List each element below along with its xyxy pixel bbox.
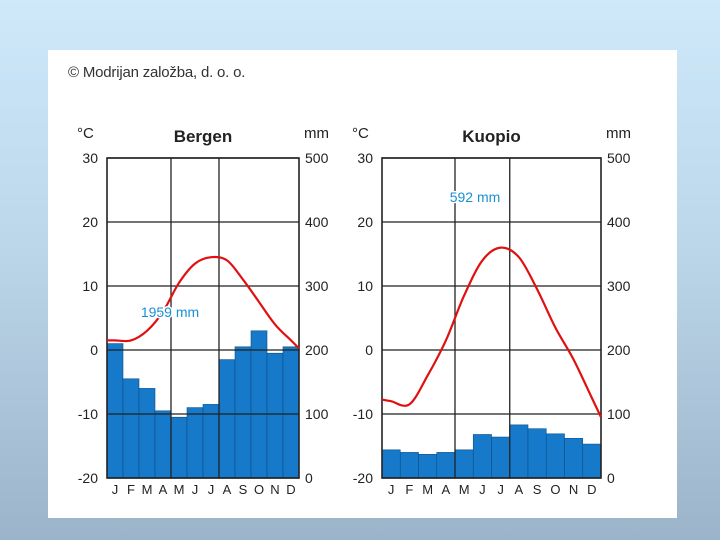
bergen-chart-title: Bergen <box>174 127 233 146</box>
kuopio-temp-tick-6: -20 <box>353 470 373 486</box>
bergen-temp-tick-4: 0 <box>90 342 98 358</box>
kuopio-month-label-11: N <box>569 482 578 497</box>
bergen-temp-tick-2: 20 <box>82 214 98 230</box>
climate-diagrams-panel: © Modrijan založba, d. o. o. 30 20 10 0 -10-… <box>48 50 677 518</box>
bergen-temp-tick-1: 30 <box>82 150 98 166</box>
kuopio-precip-tick-4: 200 <box>607 342 631 358</box>
bergen-precip-bar-5 <box>170 416 188 479</box>
bergen-precip-tick-1: 500 <box>305 150 329 166</box>
bergen-precip-bar-6 <box>186 407 204 479</box>
bergen-annual-total-label: 1959 mm <box>141 304 199 320</box>
kuopio-month-label-4: A <box>442 482 451 497</box>
bergen-precip-tick-5: 100 <box>305 406 329 422</box>
kuopio-month-label-5: M <box>459 482 470 497</box>
bergen-month-label-12: D <box>286 482 295 497</box>
kuopio-annual-total-label: 592 mm <box>450 189 501 205</box>
bergen-temp-tick-6: -20 <box>78 470 98 486</box>
kuopio-month-label-10: O <box>550 482 560 497</box>
bergen-precip-bar-2 <box>122 378 140 479</box>
bergen-precip-bar-7 <box>202 404 220 479</box>
bergen-precip-bar-8 <box>218 359 236 479</box>
bergen-plot-frame <box>106 157 300 479</box>
copyright-notice: © Modrijan založba, d. o. o. <box>68 64 246 81</box>
bergen-month-label-7: J <box>208 482 215 497</box>
bergen-month-label-2: F <box>127 482 135 497</box>
bergen-precip-tick-6: 0 <box>305 470 313 486</box>
kuopio-month-label-6: J <box>479 482 486 497</box>
kuopio-precip-bar-9 <box>527 428 547 479</box>
kuopio-chart-title: Kuopio <box>462 127 521 146</box>
bergen-precip-tick-4: 200 <box>305 342 329 358</box>
bergen-month-label-5: M <box>174 482 185 497</box>
kuopio-precip-tick-6: 0 <box>607 470 615 486</box>
kuopio-precip-bar-6 <box>472 434 492 479</box>
bergen-temperature-line <box>107 255 300 350</box>
bergen-month-label-10: O <box>254 482 264 497</box>
kuopio-precip-bar-1 <box>381 449 401 479</box>
bergen-precip-bar-10 <box>250 330 268 479</box>
bergen-precip-axis-label: mm <box>304 125 329 142</box>
kuopio-precip-tick-1: 500 <box>607 150 631 166</box>
kuopio-temp-axis-label: °C <box>352 125 369 142</box>
kuopio-precip-tick-5: 100 <box>607 406 631 422</box>
kuopio-precip-bar-2 <box>399 452 419 479</box>
kuopio-precip-tick-3: 300 <box>607 278 631 294</box>
bergen-month-label-3: M <box>142 482 153 497</box>
kuopio-plot-frame <box>381 157 602 479</box>
kuopio-month-label-9: S <box>533 482 542 497</box>
bergen-precip-tick-3: 300 <box>305 278 329 294</box>
kuopio-temp-tick-3: 10 <box>357 278 373 294</box>
kuopio-temp-tick-5: -10 <box>353 406 373 422</box>
kuopio-temperature-line <box>381 246 602 418</box>
bergen-precip-bar-9 <box>234 346 252 479</box>
kuopio-precip-bar-10 <box>545 433 565 479</box>
bergen-temp-axis-label: °C <box>77 125 94 142</box>
kuopio-precip-bar-4 <box>436 452 456 479</box>
kuopio-month-label-2: F <box>405 482 413 497</box>
bergen-month-label-6: J <box>192 482 199 497</box>
kuopio-month-label-12: D <box>587 482 596 497</box>
kuopio-precip-tick-2: 400 <box>607 214 631 230</box>
kuopio-month-label-7: J <box>497 482 504 497</box>
kuopio-precip-bar-8 <box>509 424 529 479</box>
kuopio-temp-tick-2: 20 <box>357 214 373 230</box>
bergen-month-label-4: A <box>159 482 168 497</box>
bergen-temp-tick-3: 10 <box>82 278 98 294</box>
kuopio-precip-bar-3 <box>418 454 438 479</box>
bergen-precip-bar-1 <box>106 343 124 479</box>
bergen-month-label-9: S <box>239 482 248 497</box>
kuopio-precip-bar-7 <box>491 436 511 479</box>
kuopio-precip-bar-11 <box>564 438 584 479</box>
bergen-precip-bar-12 <box>282 346 300 479</box>
bergen-precip-bar-3 <box>138 388 156 479</box>
bergen-precip-bar-4 <box>154 410 172 479</box>
kuopio-month-label-8: A <box>515 482 524 497</box>
kuopio-temp-tick-1: 30 <box>357 150 373 166</box>
bergen-month-label-1: J <box>112 482 119 497</box>
bergen-month-label-11: N <box>270 482 279 497</box>
bergen-temp-tick-5: -10 <box>78 406 98 422</box>
kuopio-precip-bar-12 <box>582 443 602 479</box>
kuopio-precip-bar-5 <box>454 449 474 479</box>
kuopio-month-label-3: M <box>422 482 433 497</box>
kuopio-month-label-1: J <box>388 482 395 497</box>
kuopio-precip-axis-label: mm <box>606 125 631 142</box>
bergen-month-label-8: A <box>223 482 232 497</box>
bergen-precip-bar-11 <box>266 352 284 479</box>
kuopio-temp-tick-4: 0 <box>365 342 373 358</box>
bergen-precip-tick-2: 400 <box>305 214 329 230</box>
